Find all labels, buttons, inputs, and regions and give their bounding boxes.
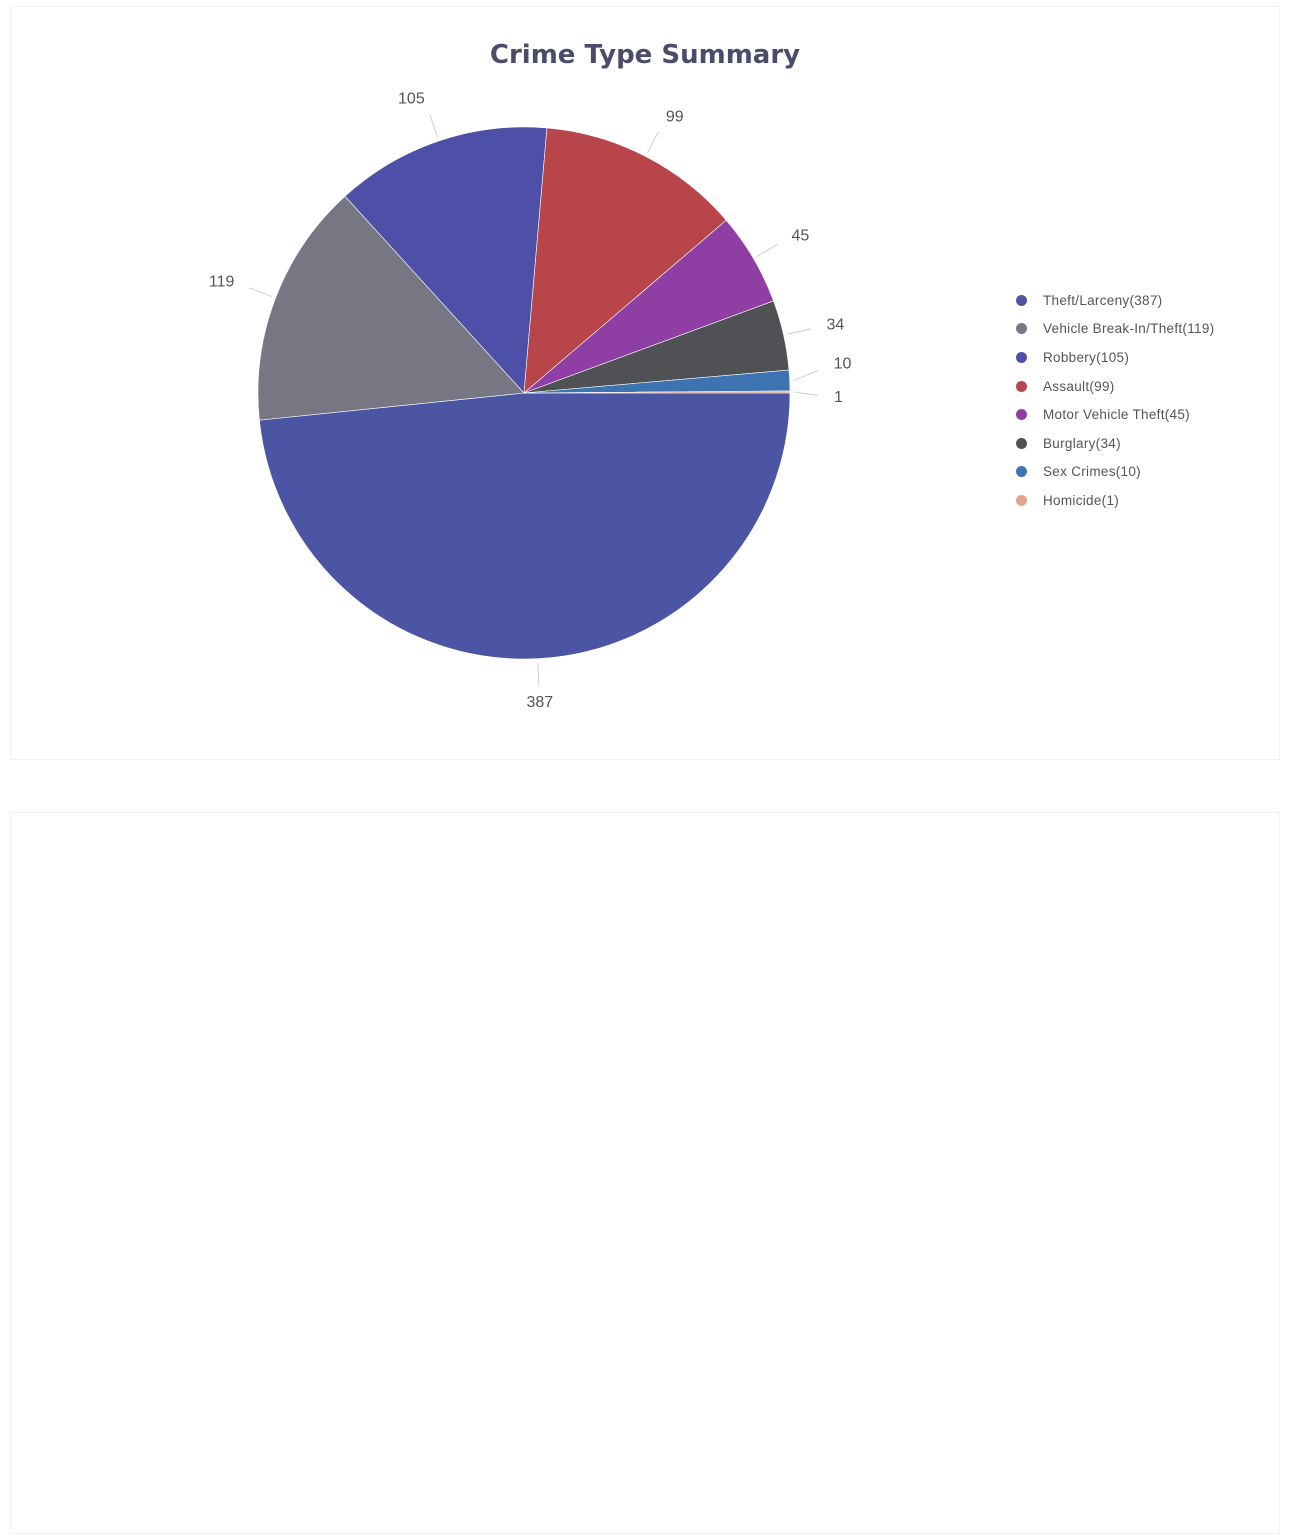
legend-item-homicide[interactable]: Homicide(1): [1016, 486, 1214, 515]
legend-marker-icon: [1016, 294, 1027, 306]
legend-marker-icon: [1016, 409, 1027, 421]
connector-sex-crimes: [793, 370, 818, 381]
legend-marker-icon: [1016, 351, 1027, 363]
slice-value-label-vehicle-break-in-theft: 119: [209, 274, 235, 291]
legend-item-robbery[interactable]: Robbery(105): [1016, 343, 1214, 372]
legend-label: Sex Crimes(10): [1043, 464, 1141, 480]
connector-robbery: [429, 114, 439, 138]
pie-slice-assault[interactable]: [523, 127, 727, 394]
legend-label: Assault(99): [1043, 378, 1115, 394]
pie-slices: [257, 126, 791, 660]
slice-value-label-sex-crimes: 10: [834, 356, 852, 373]
legend-item-theft-larceny[interactable]: Theft/Larceny(387): [1016, 286, 1214, 315]
legend-marker-icon: [1016, 437, 1027, 449]
pie-slice-homicide[interactable]: [523, 390, 791, 394]
connector-theft-larceny: [537, 662, 540, 687]
legend-marker-icon: [1016, 380, 1027, 392]
connector-burglary: [787, 328, 812, 335]
slice-value-label-homicide: 1: [834, 389, 843, 406]
slice-labels: 387 119 105 99 45 34 10 1: [209, 91, 852, 711]
slice-value-label-motor-vehicle-theft: 45: [791, 227, 809, 244]
pie-slice-robbery[interactable]: [344, 126, 548, 394]
legend-label: Theft/Larceny(387): [1043, 292, 1163, 308]
pie-slice-theft-larceny[interactable]: [259, 392, 791, 660]
connector-vehicle-break-in-theft: [249, 287, 272, 298]
slice-value-label-assault: 99: [666, 109, 684, 126]
chart-legend: Theft/Larceny(387) Vehicle Break-In/Theft…: [1016, 286, 1214, 515]
connector-assault: [647, 131, 659, 154]
pie-chart: 387 119 105 99 45 34 10 1: [209, 91, 852, 711]
empty-panel: [10, 812, 1280, 1534]
legend-label: Vehicle Break-In/Theft(119): [1043, 321, 1215, 337]
legend-label: Robbery(105): [1043, 349, 1130, 365]
legend-marker-icon: [1016, 494, 1027, 506]
legend-marker-icon: [1016, 466, 1027, 478]
pie-slice-vehicle-break-in-theft[interactable]: [257, 195, 525, 421]
legend-label: Burglary(34): [1043, 435, 1121, 451]
slice-value-label-burglary: 34: [827, 317, 845, 334]
legend-item-vehicle-break-in-theft[interactable]: Vehicle Break-In/Theft(119): [1016, 315, 1214, 344]
chart-title: Crime Type Summary: [489, 40, 801, 70]
label-connectors: [249, 114, 819, 687]
legend-item-assault[interactable]: Assault(99): [1016, 372, 1214, 401]
connector-motor-vehicle-theft: [756, 243, 778, 257]
legend-item-sex-crimes[interactable]: Sex Crimes(10): [1016, 458, 1214, 487]
legend-marker-icon: [1016, 323, 1027, 335]
slice-value-label-robbery: 105: [398, 91, 425, 108]
slice-value-label-theft-larceny: 387: [526, 694, 553, 711]
legend-item-burglary[interactable]: Burglary(34): [1016, 429, 1214, 458]
legend-label: Motor Vehicle Theft(45): [1043, 407, 1190, 423]
connector-homicide: [793, 391, 819, 396]
legend-label: Homicide(1): [1043, 492, 1120, 508]
legend-item-motor-vehicle-theft[interactable]: Motor Vehicle Theft(45): [1016, 400, 1214, 429]
